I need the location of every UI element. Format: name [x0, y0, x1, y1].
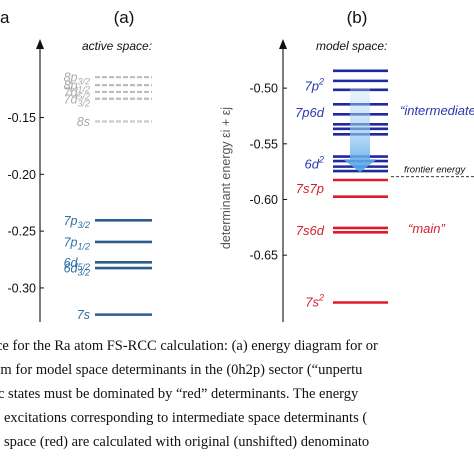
caption-line-1: ce for the Ra atom FS-RCC calculation: (…	[0, 338, 378, 354]
panel-b-ticks: -0.50 -0.55 -0.60 -0.65	[250, 82, 287, 263]
panel-a-tick-label-1: -0.20	[8, 168, 37, 182]
caption-line-5: space (red) are calculated with original…	[4, 434, 370, 450]
panel-b-group-labels: 7p2 7p6d 6d2 7s7p 7s6d 7s2	[295, 76, 325, 309]
panel-b-group-label-7p6d: 7p6d	[295, 105, 325, 120]
main-annotation: “main”	[408, 221, 446, 236]
shift-arrow-shape	[343, 88, 377, 173]
panel-b-group-label-7s7p: 7s7p	[296, 181, 324, 196]
panel-b-shift-arrow	[343, 88, 377, 173]
panel-a-levels	[95, 76, 152, 316]
panel-a-level-label-1: 8p1/2	[64, 79, 90, 95]
panel-a: a (a) active space: -0.15 -0.20 -0.25 -0.30…	[0, 8, 152, 322]
caption-line-4: excitations corresponding to intermediat…	[4, 410, 368, 426]
panel-a-axis-arrowhead	[36, 39, 44, 49]
panel-a-tick-label-0: -0.15	[8, 111, 37, 125]
panel-b-subtitle: model space:	[316, 39, 387, 53]
panel-a-ticks: -0.15 -0.20 -0.25 -0.30	[8, 111, 44, 295]
panel-a-level-label-5: 7p3/2	[64, 214, 90, 230]
panel-b-axis-arrowhead	[279, 39, 287, 49]
panel-b-tick-label-1: -0.55	[250, 137, 279, 151]
panel-a-level-label-6: 7p1/2	[64, 235, 90, 251]
panel-a-level-label-2: 7d5/2	[64, 85, 90, 101]
panel-b: (b) model space: determinant energy εi +…	[219, 8, 474, 322]
panel-b-group-label-7s6d: 7s6d	[296, 223, 325, 238]
panel-b-group-label-7s2: 7s2	[305, 292, 324, 309]
panel-a-label: (a)	[114, 8, 135, 27]
panel-a-level-label-4: 8s	[77, 115, 90, 129]
panel-b-label: (b)	[347, 8, 368, 27]
panel-b-y-axis-label: determinant energy εi + εj	[219, 107, 233, 249]
panel-b-tick-label-2: -0.60	[250, 193, 279, 207]
caption-line-2: am for model space determinants in the (…	[0, 362, 363, 378]
panel-b-tick-label-3: -0.65	[250, 249, 279, 263]
caption-line-3: c states must be dominated by “red” dete…	[0, 386, 359, 402]
panel-a-level-label-8: 6d3/2	[64, 262, 90, 278]
panel-a-level-label-9: 7s	[77, 308, 90, 322]
panel-b-tick-label-0: -0.50	[250, 82, 279, 96]
panel-a-level-label-0: 8p3/2	[64, 71, 90, 87]
panel-a-tick-label-3: -0.30	[8, 281, 37, 295]
frontier-energy-label: frontier energy	[404, 165, 467, 176]
panel-a-tick-label-2: -0.25	[8, 225, 37, 239]
panel-b-group-label-6d2: 6d2	[305, 154, 324, 171]
panel-a-side-label: a	[0, 8, 10, 27]
panel-a-subtitle: active space:	[82, 39, 152, 53]
panel-a-level-label-7: 6d5/2	[64, 256, 90, 272]
panel-b-group-label-7p2: 7p2	[305, 76, 324, 93]
intermediate-annotation: “intermediate	[400, 103, 474, 118]
panel-a-level-label-3: 7d3/2	[64, 92, 90, 108]
panel-b-annotations: “intermediate “main” frontier energy	[391, 103, 474, 236]
